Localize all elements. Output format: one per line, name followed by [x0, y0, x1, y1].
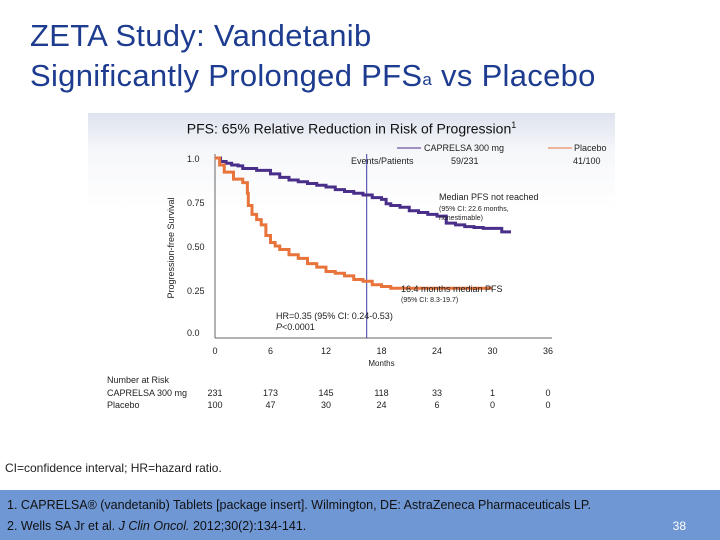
title-line2-main: Significantly Prolonged PFS — [30, 58, 423, 93]
number-at-risk-value: 33 — [432, 388, 442, 398]
y-tick-label: 1.0 — [187, 154, 200, 164]
annotation-caprelsa-ci-1: (95% CI: 22.6 months, — [439, 206, 509, 213]
title-superscript: a — [422, 70, 433, 89]
number-at-risk-value: 0 — [490, 400, 495, 410]
number-at-risk-value: 0 — [545, 400, 550, 410]
legend-header: Events/Patients — [351, 156, 414, 166]
legend-events-caprelsa: 59/231 — [451, 156, 479, 166]
slide-title-line2: Significantly Prolonged PFSa vs Placebo — [30, 56, 690, 96]
reference-2-post: 2012;30(2):134-141. — [189, 519, 307, 533]
x-tick-label: 24 — [432, 346, 442, 356]
annotation-caprelsa-median: Median PFS not reached — [439, 192, 539, 202]
number-at-risk-value: 145 — [318, 388, 333, 398]
chart-title-superscript: 1 — [511, 120, 517, 130]
p-label: P — [276, 322, 282, 332]
number-at-risk-row-label: CAPRELSA 300 mg — [107, 388, 187, 398]
x-tick-label: 30 — [487, 346, 497, 356]
number-at-risk-value: 47 — [265, 400, 275, 410]
footnote: CI=confidence interval; HR=hazard ratio. — [5, 461, 222, 475]
series-curve-placebo — [215, 156, 493, 290]
p-value: <0.0001 — [282, 322, 315, 332]
series-curve-caprelsa — [215, 156, 511, 234]
x-tick-label: 18 — [376, 346, 386, 356]
x-tick-label: 36 — [543, 346, 553, 356]
number-at-risk-row-label: Placebo — [107, 400, 140, 410]
y-axis-title: Progression-free Survival — [166, 197, 176, 298]
chart-title: PFS: 65% Relative Reduction in Risk of P… — [88, 120, 615, 137]
number-at-risk-value: 173 — [263, 388, 278, 398]
number-at-risk-value: 6 — [434, 400, 439, 410]
chart-panel — [88, 113, 615, 431]
number-at-risk-value: 0 — [545, 388, 550, 398]
legend-label-placebo: Placebo — [574, 143, 607, 153]
number-at-risk-value: 231 — [207, 388, 222, 398]
annotation-placebo-ci: (95% CI: 8.3-19.7) — [401, 297, 458, 304]
number-at-risk-header: Number at Risk — [107, 375, 170, 385]
number-at-risk-value: 118 — [374, 388, 388, 398]
annotation-hr: HR=0.35 (95% CI: 0.24-0.53) — [276, 311, 393, 321]
reference-1: 1. CAPRELSA® (vandetanib) Tablets [packa… — [7, 498, 592, 512]
y-tick-label: 0.0 — [187, 328, 200, 338]
y-tick-label: 0.75 — [187, 198, 205, 208]
number-at-risk-value: 100 — [207, 400, 222, 410]
reference-2: 2. Wells SA Jr et al. J Clin Oncol. 2012… — [7, 519, 306, 533]
reference-2-journal: J Clin Oncol. — [118, 519, 190, 533]
number-at-risk-value: 30 — [321, 400, 331, 410]
legend-label-caprelsa: CAPRELSA 300 mg — [424, 143, 504, 153]
y-tick-label: 0.25 — [187, 286, 205, 296]
y-tick-label: 0.50 — [187, 242, 205, 252]
footer-bar: 1. CAPRELSA® (vandetanib) Tablets [packa… — [0, 490, 720, 540]
x-tick-label: 12 — [321, 346, 331, 356]
slide-title: ZETA Study: Vandetanib Significantly Pro… — [30, 16, 690, 96]
reference-2-pre: 2. Wells SA Jr et al. — [7, 519, 119, 533]
number-at-risk-value: 1 — [490, 388, 495, 398]
chart-title-text: PFS: 65% Relative Reduction in Risk of P… — [186, 120, 512, 137]
title-line2-end: vs Placebo — [432, 58, 596, 93]
number-at-risk-value: 24 — [376, 400, 386, 410]
annotation-placebo-median: 16.4 months median PFS — [401, 284, 503, 294]
annotation-p-value: P<0.0001 — [276, 322, 315, 332]
x-tick-label: 0 — [212, 346, 217, 356]
x-axis-title: Months — [368, 359, 394, 368]
x-tick-label: 6 — [268, 346, 273, 356]
slide-title-line1: ZETA Study: Vandetanib — [30, 18, 372, 53]
legend-events-placebo: 41/100 — [573, 156, 601, 166]
page-number: 38 — [672, 519, 686, 533]
annotation-caprelsa-ci-2: nonestimable) — [439, 215, 483, 222]
